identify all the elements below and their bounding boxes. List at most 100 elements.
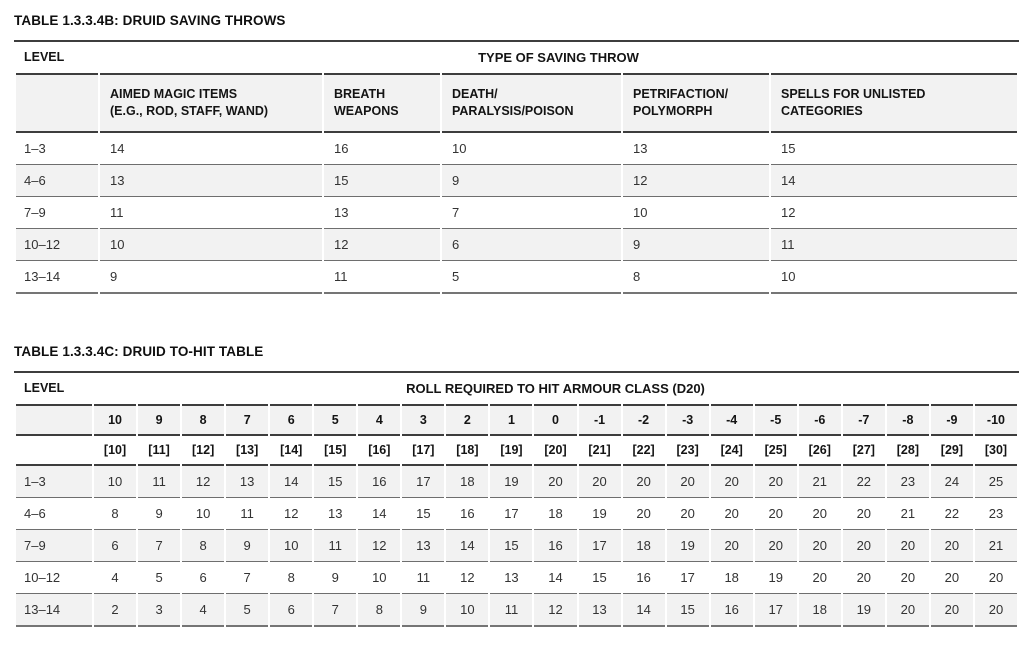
value-cell: 7 (138, 528, 181, 561)
table-title-to-hit: TABLE 1.3.3.4C: DRUID TO-HIT TABLE (14, 343, 264, 359)
attack-roll-header-cell: [20] (534, 433, 577, 464)
attack-roll-header-cell: [10] (94, 433, 137, 464)
value-cell: 9 (623, 227, 769, 260)
druid-saving-throws-section: TABLE 1.3.3.4B: DRUID SAVING THROWS LEVE… (14, 13, 1019, 294)
level-cell: 1–3 (16, 463, 92, 497)
empty-corner-cell (16, 403, 92, 434)
value-cell: 20 (534, 463, 577, 497)
value-cell: 10 (100, 227, 322, 260)
value-cell: 14 (771, 163, 1017, 196)
armour-class-header-cell: 10 (94, 403, 137, 434)
value-cell: 10 (442, 130, 621, 164)
armour-class-header-cell: 0 (534, 403, 577, 434)
value-cell: 13 (490, 560, 533, 593)
level-cell: 10–12 (16, 227, 98, 260)
column-header-petrifaction-polymorph: PETRIFACTION/ POLYMORPH (623, 72, 769, 131)
armour-class-header-cell: 5 (314, 403, 357, 434)
table-row: 7–9 6 7 8 9 10 11 12 13 14 15 16 17 18 19 20 20 20 20 20 20 2… (16, 528, 1017, 561)
value-cell: 20 (930, 528, 973, 561)
value-cell: 19 (490, 463, 533, 497)
table-row: 7–9 11 13 7 10 12 (16, 195, 1017, 228)
table-row: 4–6 8 9 10 11 12 13 14 15 16 17 18 19 20 20 20 20 20 20 21 2… (16, 496, 1017, 529)
armour-class-header-cell: -9 (930, 403, 973, 434)
value-cell: 10 (771, 259, 1017, 294)
armour-class-header-cell: 3 (402, 403, 445, 434)
attack-roll-header-cell: [19] (490, 433, 533, 464)
level-cell: 13–14 (16, 592, 92, 627)
attack-roll-header-cell: [27] (842, 433, 885, 464)
value-cell: 18 (798, 592, 841, 627)
value-cell: 12 (358, 528, 401, 561)
attack-roll-header-cell: [13] (226, 433, 269, 464)
value-cell: 7 (442, 195, 621, 228)
value-cell: 21 (886, 496, 929, 529)
value-cell: 13 (314, 496, 357, 529)
value-cell: 4 (94, 560, 137, 593)
value-cell: 6 (94, 528, 137, 561)
value-cell: 20 (666, 496, 709, 529)
value-cell: 8 (623, 259, 769, 294)
value-cell: 19 (754, 560, 797, 593)
value-cell: 20 (930, 560, 973, 593)
armour-class-header-cell: -5 (754, 403, 797, 434)
value-cell: 13 (324, 195, 440, 228)
value-cell: 19 (666, 528, 709, 561)
value-cell: 22 (842, 463, 885, 497)
value-cell: 12 (534, 592, 577, 627)
level-cell: 1–3 (16, 130, 98, 164)
value-cell: 4 (182, 592, 225, 627)
value-cell: 16 (358, 463, 401, 497)
value-cell: 16 (710, 592, 753, 627)
value-cell: 5 (442, 259, 621, 294)
group-header: ROLL REQUIRED TO HIT ARMOUR CLASS (D20) (406, 380, 705, 396)
armour-class-header-cell: -6 (798, 403, 841, 434)
value-cell: 13 (226, 463, 269, 497)
armour-class-header-cell: 1 (490, 403, 533, 434)
value-cell: 17 (490, 496, 533, 529)
value-cell: 8 (94, 496, 137, 529)
column-header-breath-weapons: BREATH WEAPONS (324, 72, 440, 131)
document-page: TABLE 1.3.3.4B: DRUID SAVING THROWS LEVE… (14, 13, 1019, 627)
attack-roll-header-cell: [17] (402, 433, 445, 464)
value-cell: 11 (402, 560, 445, 593)
value-cell: 19 (578, 496, 621, 529)
value-cell: 15 (314, 463, 357, 497)
attack-roll-header-cell: [14] (270, 433, 313, 464)
value-cell: 20 (886, 592, 929, 627)
attack-roll-header-cell: [21] (578, 433, 621, 464)
level-column-header: LEVEL (24, 50, 65, 65)
level-cell: 7–9 (16, 195, 98, 228)
value-cell: 13 (623, 130, 769, 164)
value-cell: 10 (94, 463, 137, 497)
attack-roll-header-cell: [11] (138, 433, 181, 464)
armour-class-header-cell: -8 (886, 403, 929, 434)
value-cell: 22 (930, 496, 973, 529)
level-cell: 7–9 (16, 528, 92, 561)
group-header-row: LEVEL TYPE OF SAVING THROW (16, 42, 1017, 73)
armour-class-header-cell: -3 (666, 403, 709, 434)
value-cell: 9 (402, 592, 445, 627)
value-cell: 12 (182, 463, 225, 497)
table-row: 10–12 10 12 6 9 11 (16, 227, 1017, 260)
value-cell: 20 (842, 496, 885, 529)
table-row: 1–3 14 16 10 13 15 (16, 130, 1017, 164)
druid-to-hit-section: TABLE 1.3.3.4C: DRUID TO-HIT TABLE LEVEL… (14, 344, 1019, 627)
value-cell: 5 (226, 592, 269, 627)
attack-roll-header-cell: [29] (930, 433, 973, 464)
value-cell: 20 (754, 496, 797, 529)
value-cell: 6 (182, 560, 225, 593)
value-cell: 11 (771, 227, 1017, 260)
value-cell: 14 (270, 463, 313, 497)
value-cell: 20 (754, 528, 797, 561)
value-cell: 21 (974, 528, 1017, 561)
value-cell: 8 (358, 592, 401, 627)
level-cell: 10–12 (16, 560, 92, 593)
value-cell: 7 (226, 560, 269, 593)
armour-class-header-cell: -7 (842, 403, 885, 434)
value-cell: 18 (446, 463, 489, 497)
value-cell: 16 (622, 560, 665, 593)
value-cell: 13 (578, 592, 621, 627)
value-cell: 20 (578, 463, 621, 497)
value-cell: 20 (622, 463, 665, 497)
value-cell: 20 (754, 463, 797, 497)
